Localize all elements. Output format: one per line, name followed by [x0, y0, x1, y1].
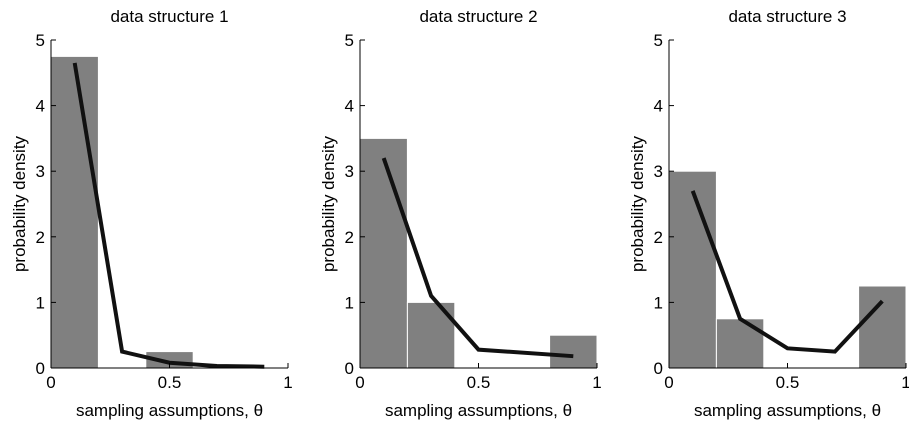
y-tick-label: 2 [36, 228, 45, 247]
chart-panel-1: 0 1 2 3 4 5 0 0.5 1 data structure 1 sampling assu… [10, 7, 293, 420]
x-tick-label: 0.5 [467, 373, 491, 392]
density-line [690, 190, 884, 354]
histogram-bar [359, 137, 408, 369]
x-tick-label: 0.5 [776, 373, 800, 392]
y-tick-label: 1 [654, 293, 663, 312]
density-line [72, 62, 265, 369]
histogram-bar [668, 170, 717, 369]
x-tick-label: 0 [355, 373, 364, 392]
y-tick-label: 4 [654, 97, 663, 116]
histogram-bar [549, 334, 598, 369]
chart-panel-2: 0 1 2 3 4 5 0 0.5 1 data structure 2 sampling assu… [319, 7, 602, 420]
y-tick-label: 0 [654, 359, 663, 378]
y-tick-label: 1 [345, 293, 354, 312]
y-tick-label: 5 [654, 31, 663, 50]
y-tick-label: 2 [345, 228, 354, 247]
x-tick-label: 1 [283, 373, 292, 392]
x-tick-label: 0.5 [158, 373, 182, 392]
y-tick-label: 3 [36, 162, 45, 181]
x-axis-label: sampling assumptions, θ [76, 401, 263, 420]
chart-title: data structure 1 [110, 7, 228, 26]
y-axis-label: probability density [10, 135, 29, 272]
x-axis-label: sampling assumptions, θ [694, 401, 881, 420]
density-line [381, 157, 574, 359]
x-tick-label: 0 [46, 373, 55, 392]
histogram-bar [715, 318, 765, 369]
chart-title: data structure 2 [419, 7, 537, 26]
y-tick-label: 0 [345, 359, 354, 378]
chart-panel-3: 0 1 2 3 4 5 0 0.5 1 data structure 3 sampling assu… [628, 7, 909, 420]
x-tick-label: 1 [901, 373, 909, 392]
y-tick-label: 3 [345, 162, 354, 181]
y-tick-label: 5 [345, 31, 354, 50]
y-tick-label: 2 [654, 228, 663, 247]
y-axis-label: probability density [319, 135, 338, 272]
histogram-bar [858, 285, 907, 369]
y-tick-label: 0 [36, 359, 45, 378]
y-tick-label: 3 [654, 162, 663, 181]
histogram-bar [50, 55, 99, 369]
y-tick-label: 4 [345, 97, 354, 116]
y-tick-label: 1 [36, 293, 45, 312]
chart-title: data structure 3 [728, 7, 846, 26]
y-axis-label: probability density [628, 135, 647, 272]
x-tick-label: 0 [664, 373, 673, 392]
x-axis-label: sampling assumptions, θ [385, 401, 572, 420]
y-tick-label: 5 [36, 31, 45, 50]
y-tick-label: 4 [36, 97, 45, 116]
x-tick-label: 1 [592, 373, 601, 392]
